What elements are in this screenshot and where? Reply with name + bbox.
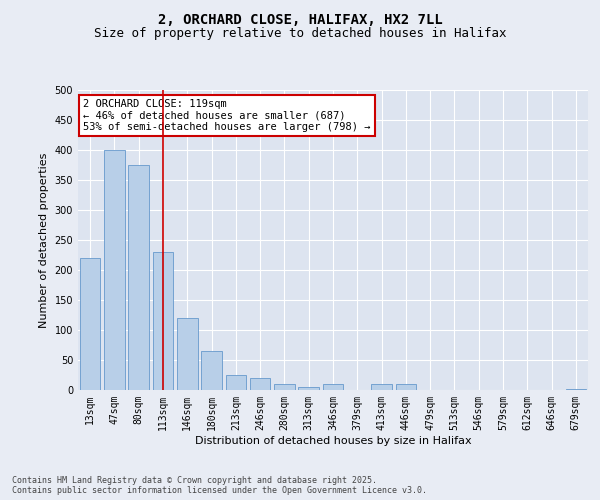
Bar bbox=[395, 384, 416, 390]
Bar bbox=[104, 150, 125, 390]
Text: Size of property relative to detached houses in Halifax: Size of property relative to detached ho… bbox=[94, 28, 506, 40]
Bar bbox=[201, 351, 222, 390]
Text: Contains HM Land Registry data © Crown copyright and database right 2025.
Contai: Contains HM Land Registry data © Crown c… bbox=[12, 476, 427, 495]
Bar bbox=[323, 384, 343, 390]
Text: 2 ORCHARD CLOSE: 119sqm
← 46% of detached houses are smaller (687)
53% of semi-d: 2 ORCHARD CLOSE: 119sqm ← 46% of detache… bbox=[83, 99, 371, 132]
Bar bbox=[128, 165, 149, 390]
Bar bbox=[152, 252, 173, 390]
X-axis label: Distribution of detached houses by size in Halifax: Distribution of detached houses by size … bbox=[194, 436, 472, 446]
Bar bbox=[566, 389, 586, 390]
Bar bbox=[298, 387, 319, 390]
Text: 2, ORCHARD CLOSE, HALIFAX, HX2 7LL: 2, ORCHARD CLOSE, HALIFAX, HX2 7LL bbox=[158, 12, 442, 26]
Bar bbox=[226, 375, 246, 390]
Bar bbox=[177, 318, 197, 390]
Bar bbox=[274, 384, 295, 390]
Y-axis label: Number of detached properties: Number of detached properties bbox=[39, 152, 49, 328]
Bar bbox=[371, 384, 392, 390]
Bar bbox=[80, 258, 100, 390]
Bar bbox=[250, 378, 271, 390]
